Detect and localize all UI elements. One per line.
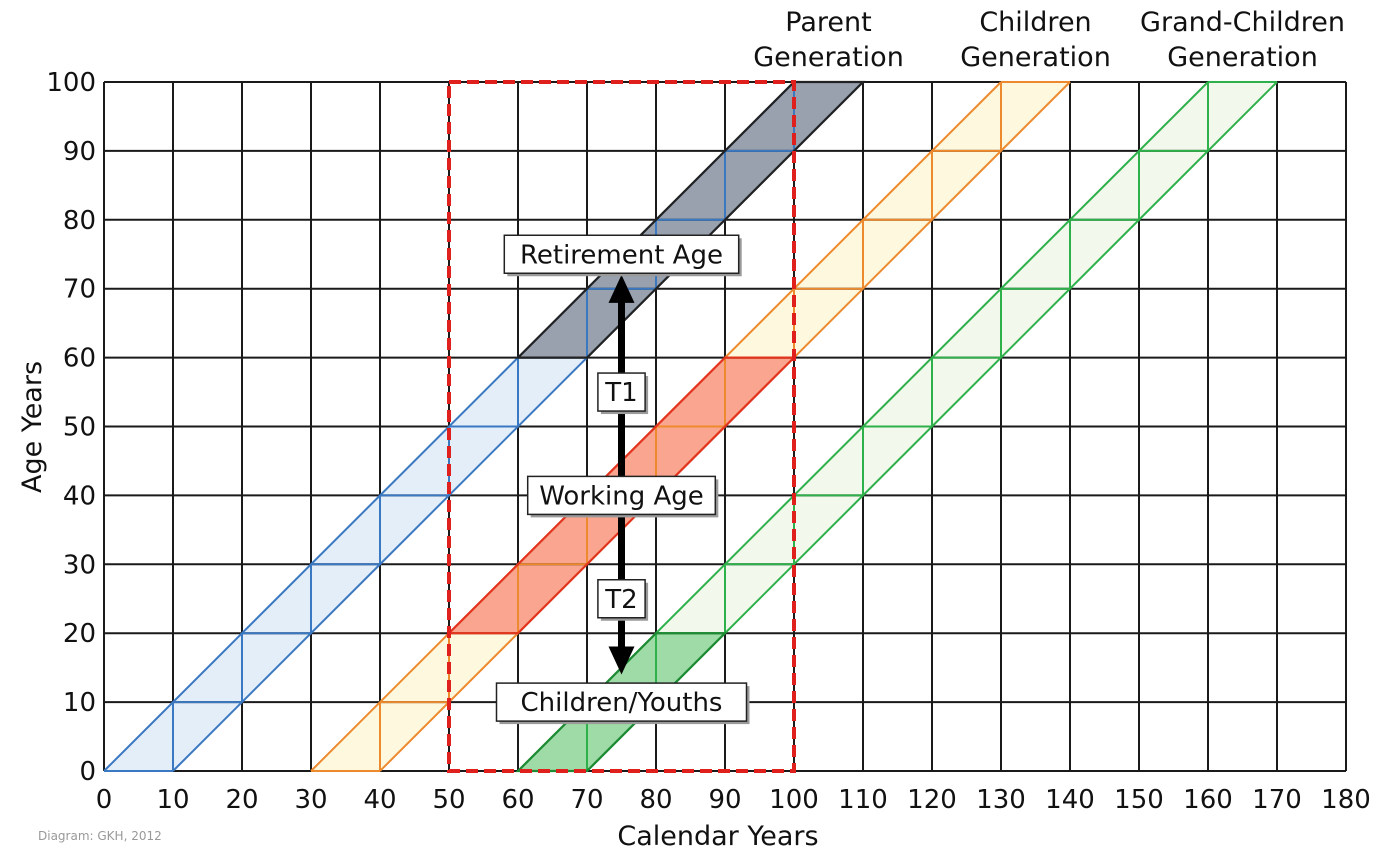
- y-tick-label-90: 90: [63, 137, 96, 167]
- x-axis-title: Calendar Years: [617, 821, 818, 850]
- x-tick-label-30: 30: [294, 785, 327, 815]
- x-tick-label-20: 20: [225, 785, 258, 815]
- x-tick-label-180: 180: [1321, 785, 1371, 815]
- annotation-box-1: [597, 372, 646, 412]
- y-axis-title: Age Years: [17, 361, 48, 493]
- x-tick-label-70: 70: [570, 785, 603, 815]
- y-tick-label-50: 50: [63, 413, 96, 443]
- generation-label-1-line1: Children: [979, 7, 1091, 38]
- annotation-box-4: [495, 682, 748, 722]
- y-tick-label-0: 0: [79, 757, 96, 787]
- generation-labels-layer: Parent Generation Children Generation Grand-…: [753, 7, 1345, 73]
- y-tick-label-40: 40: [63, 481, 96, 511]
- annotation-box-2: [526, 475, 717, 516]
- generation-label-0-line2: Generation: [753, 42, 904, 73]
- y-tick-label-100: 100: [46, 68, 96, 98]
- x-tick-label-170: 170: [1252, 785, 1302, 815]
- x-tick-label-80: 80: [639, 785, 672, 815]
- x-tick-label-90: 90: [708, 785, 741, 815]
- y-tick-label-80: 80: [63, 206, 96, 236]
- x-tick-label-10: 10: [156, 785, 189, 815]
- diagram-credit: Diagram: GKH, 2012: [38, 829, 162, 843]
- window-region-edge-0: [515, 80, 866, 359]
- y-tick-label-30: 30: [63, 550, 96, 580]
- annotation-label-0: Retirement Age: [520, 240, 723, 270]
- arrow-head-down: [608, 646, 635, 675]
- generation-label-1-line2: Generation: [960, 42, 1111, 73]
- x-tick-label-150: 150: [1114, 785, 1164, 815]
- y-tick-label-20: 20: [63, 619, 96, 649]
- x-tick-label-0: 0: [96, 785, 113, 815]
- annotation-label-3: T2: [604, 585, 637, 615]
- annotation-label-2: Working Age: [539, 481, 704, 511]
- x-tick-label-100: 100: [769, 785, 819, 815]
- annotations-layer: Retirement Age T1 Working Age T2 Children/Yo…: [495, 234, 750, 725]
- x-tick-label-120: 120: [907, 785, 957, 815]
- highlight-window-layer: [447, 80, 796, 773]
- y-tick-label-70: 70: [63, 275, 96, 305]
- annotation-label-4: Children/Youths: [521, 688, 723, 718]
- x-tick-label-60: 60: [501, 785, 534, 815]
- annotation-box-0: [503, 234, 740, 274]
- y-tick-label-60: 60: [63, 344, 96, 374]
- x-tick-label-160: 160: [1183, 785, 1233, 815]
- tick-labels-layer: 0 10 20 30 40 50 60 70 80 90 100 110 120 130 140 150 160…: [46, 68, 1370, 815]
- highlight-window-rect: [447, 80, 796, 773]
- generation-label-0-line1: Parent: [785, 7, 871, 38]
- y-tick-label-10: 10: [63, 688, 96, 718]
- x-tick-label-130: 130: [976, 785, 1026, 815]
- x-tick-label-40: 40: [363, 785, 396, 815]
- annotation-label-1: T1: [604, 378, 637, 408]
- generation-label-2-line1: Grand-Children: [1140, 7, 1345, 38]
- generation-label-2-line2: Generation: [1167, 42, 1318, 73]
- annotation-box-3: [597, 579, 646, 619]
- x-tick-label-110: 110: [838, 785, 888, 815]
- arrow-head-up: [608, 274, 635, 303]
- x-tick-label-50: 50: [432, 785, 465, 815]
- x-tick-label-140: 140: [1045, 785, 1095, 815]
